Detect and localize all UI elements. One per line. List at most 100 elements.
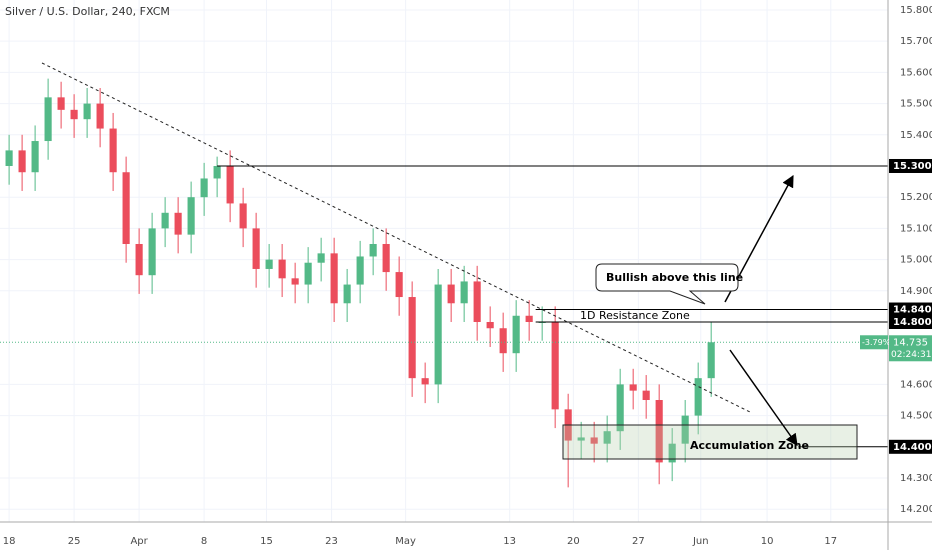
callout-box	[595, 263, 739, 305]
candle-body	[655, 400, 663, 463]
candle-body	[317, 253, 325, 263]
candle-body	[44, 97, 52, 142]
y-tick-label: 15.400	[900, 130, 932, 141]
level-label: 15.300	[893, 161, 932, 172]
candle-body	[265, 259, 273, 269]
candle-body	[629, 384, 637, 391]
zone-label: 1D Resistance Zone	[580, 309, 690, 322]
candle-body	[681, 415, 689, 444]
candle-body	[499, 328, 507, 354]
candle-body	[382, 243, 390, 273]
y-tick-label: 14.600	[900, 379, 932, 390]
x-tick-label: 20	[567, 536, 580, 547]
candle-body	[304, 262, 312, 285]
candle-body	[356, 256, 364, 285]
candle-body	[18, 150, 26, 173]
x-tick-label: Apr	[130, 536, 148, 547]
y-tick-label: 15.000	[900, 255, 932, 266]
candle-body	[551, 321, 559, 410]
accumulation-box	[562, 424, 858, 460]
candle-body	[577, 437, 585, 441]
candle-body	[213, 165, 221, 179]
candle-body	[200, 178, 208, 198]
x-tick-label: 8	[201, 536, 207, 547]
candle-body	[187, 197, 195, 235]
x-tick-label: 13	[503, 536, 516, 547]
level-label: 14.400	[893, 442, 932, 453]
x-tick-label: May	[395, 536, 416, 547]
level-tag	[889, 314, 932, 329]
candle-body	[408, 297, 416, 379]
y-tick-label: 15.100	[900, 223, 932, 234]
candle-body	[343, 284, 351, 304]
candle-body	[252, 228, 260, 269]
candle-body	[447, 284, 455, 304]
chart-title: Silver / U.S. Dollar, 240, FXCM	[5, 5, 170, 18]
candle-body	[512, 315, 520, 354]
candle-body	[148, 228, 156, 276]
y-tick-label: 15.200	[900, 192, 932, 203]
candle-body	[473, 281, 481, 322]
y-tick-label: 15.700	[900, 36, 932, 47]
y-tick-label: 14.200	[900, 504, 932, 515]
candle-body	[122, 172, 130, 244]
candle-body	[226, 165, 234, 204]
candle-body	[421, 378, 429, 385]
candle-body	[83, 103, 91, 120]
candle-body	[525, 315, 533, 322]
x-tick-label: 25	[68, 536, 81, 547]
callout-text: Bullish above this line	[606, 271, 743, 284]
candle-body	[5, 150, 13, 166]
candle-body	[57, 97, 65, 110]
y-tick-label: 14.500	[900, 411, 932, 422]
candle-body	[460, 281, 468, 304]
x-tick-label: 17	[824, 536, 837, 547]
candle-body	[161, 212, 169, 229]
x-tick-label: 27	[632, 536, 645, 547]
y-tick-label: 15.500	[900, 99, 932, 110]
x-tick-label: 10	[761, 536, 774, 547]
price-tag	[889, 335, 932, 362]
candle-body	[707, 342, 715, 379]
candle-body	[330, 253, 338, 304]
level-tag	[889, 158, 932, 173]
x-tick-label: Jun	[692, 536, 709, 547]
countdown-label: 02:24:31	[891, 350, 931, 360]
level-tag	[889, 439, 932, 454]
y-tick-label: 14.300	[900, 473, 932, 484]
candle-body	[291, 278, 299, 285]
candle-body	[135, 243, 143, 276]
y-tick-label: 14.900	[900, 286, 932, 297]
candle-body	[590, 437, 598, 444]
y-tick-label: 15.600	[900, 67, 932, 78]
candle-body	[434, 284, 442, 385]
change-tag	[860, 335, 888, 350]
candle-body	[239, 203, 247, 229]
x-tick-label: 23	[325, 536, 338, 547]
x-tick-label: 18	[3, 536, 16, 547]
candle-body	[642, 390, 650, 401]
price-label: 14.735	[893, 337, 928, 348]
candle-body	[668, 443, 676, 463]
candle-body	[174, 212, 182, 235]
level-tag	[889, 302, 932, 317]
level-label: 14.840	[893, 305, 932, 316]
candle-body	[109, 128, 117, 173]
candle-body	[486, 321, 494, 329]
candle-body	[603, 431, 611, 444]
candle-body	[70, 109, 78, 120]
candle-body	[96, 103, 104, 129]
x-tick-label: 15	[260, 536, 273, 547]
y-tick-label: 15.800	[900, 5, 932, 16]
candle-body	[616, 384, 624, 432]
candle-body	[369, 243, 377, 257]
change-label: -3.79%	[862, 338, 891, 347]
candle-body	[694, 378, 702, 416]
arrow-down	[729, 349, 798, 446]
level-label: 14.800	[893, 317, 932, 328]
candle-body	[31, 141, 39, 173]
candle-body	[395, 272, 403, 298]
candle-body	[278, 259, 286, 279]
zone-label: Accumulation Zone	[690, 439, 809, 452]
